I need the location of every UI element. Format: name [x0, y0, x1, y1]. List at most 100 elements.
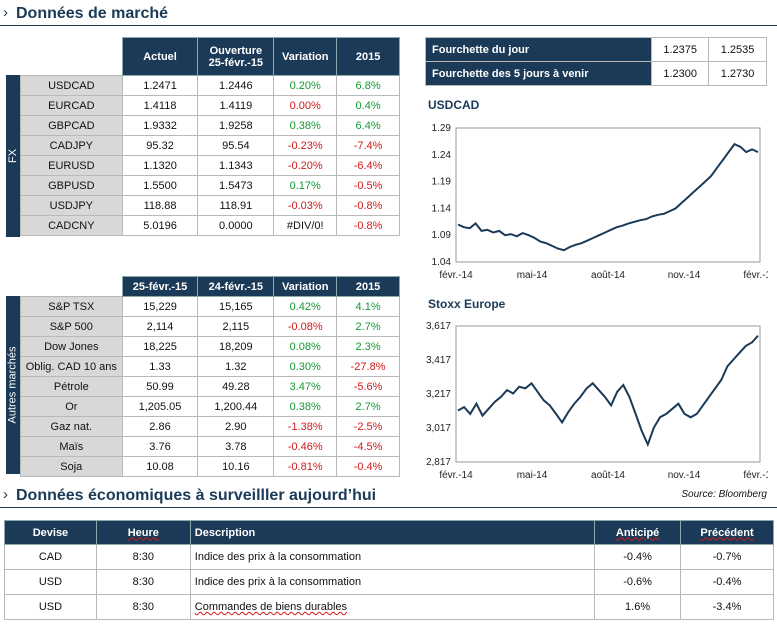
fx-ytd: 0.4%: [336, 95, 400, 116]
stoxx-y-tick: 3,217: [426, 389, 451, 400]
market-row: Maïs 3.76 3.78 -0.46% -4.5%: [20, 436, 400, 457]
market-current-value: 1.33: [121, 356, 199, 377]
stoxx-x-tick: mai-14: [517, 470, 548, 481]
fx-ytd: -0.8%: [336, 215, 400, 236]
fx-current-value: 1.5500: [121, 175, 199, 196]
market-ytd: 2.7%: [336, 396, 400, 417]
range-low: 1.2300: [651, 61, 710, 86]
stoxx-x-tick: févr.-14: [439, 470, 473, 481]
fx-open-value: 1.4119: [197, 95, 275, 116]
fx-ytd: 6.8%: [336, 75, 400, 96]
usdcad-x-tick: févr.-15: [743, 270, 768, 281]
market-prev-value: 1.32: [197, 356, 275, 377]
fx-instrument-name: CADCNY: [20, 215, 123, 236]
fx-current-value: 118.88: [121, 195, 199, 216]
market-current-value: 3.76: [121, 436, 199, 457]
fx-row: GBPCAD 1.9332 1.9258 0.38% 6.4%: [20, 115, 400, 136]
market-ytd: -5.6%: [336, 376, 400, 397]
other-header-current: 25-févr.-15: [121, 276, 199, 297]
chevron-right-icon: ›: [3, 486, 8, 503]
stoxx-y-tick: 3,617: [426, 321, 451, 332]
range-high: 1.2535: [708, 37, 767, 62]
fx-instrument-name: USDCAD: [20, 75, 123, 96]
stoxx-y-tick: 3,417: [426, 355, 451, 366]
market-variation: 0.30%: [273, 356, 338, 377]
usdcad-y-tick: 1.14: [432, 203, 452, 214]
stoxx-x-tick: août-14: [591, 470, 625, 481]
fx-row: CADJPY 95.32 95.54 -0.23% -7.4%: [20, 135, 400, 156]
eco-time: 8:30: [96, 594, 191, 620]
market-name: S&P TSX: [20, 296, 123, 317]
fx-open-value: 118.91: [197, 195, 275, 216]
eco-header-description: Description: [189, 520, 596, 545]
range-row: Fourchette du jour 1.2375 1.2535: [424, 37, 767, 62]
range-row: Fourchette des 5 jours à venir 1.2300 1.27…: [424, 61, 767, 86]
market-row: Gaz nat. 2.86 2.90 -1.38% -2.5%: [20, 416, 400, 437]
market-ytd: -27.8%: [336, 356, 400, 377]
market-variation: -1.38%: [273, 416, 338, 437]
eco-expected: -0.4%: [594, 544, 682, 570]
market-current-value: 10.08: [121, 456, 199, 477]
market-prev-value: 1,200.44: [197, 396, 275, 417]
fx-header-variation: Variation: [273, 37, 338, 76]
market-ytd: 4.1%: [336, 296, 400, 317]
usdcad-x-tick: févr.-14: [439, 270, 473, 281]
fx-variation: 0.38%: [273, 115, 338, 136]
market-prev-value: 18,209: [197, 336, 275, 357]
eco-description: Commandes de biens durables: [190, 594, 596, 620]
fx-row: GBPUSD 1.5500 1.5473 0.17% -0.5%: [20, 175, 400, 196]
market-name: Oblig. CAD 10 ans: [20, 356, 123, 377]
market-variation: 3.47%: [273, 376, 338, 397]
market-prev-value: 49.28: [197, 376, 275, 397]
market-row: Dow Jones 18,225 18,209 0.08% 2.3%: [20, 336, 400, 357]
market-prev-value: 3.78: [197, 436, 275, 457]
eco-row: USD 8:30 Commandes de biens durables 1.6% -3…: [4, 594, 774, 620]
usdcad-y-tick: 1.19: [432, 177, 452, 188]
market-name: Maïs: [20, 436, 123, 457]
usdcad-y-tick: 1.09: [432, 230, 452, 241]
eco-time: 8:30: [96, 544, 191, 570]
fx-row: USDCAD 1.2471 1.2446 0.20% 6.8%: [20, 75, 400, 96]
chevron-right-icon: ›: [3, 4, 8, 21]
other-header-variation: Variation: [273, 276, 338, 297]
stoxx-y-tick: 3,017: [426, 423, 451, 434]
fx-instrument-name: USDJPY: [20, 195, 123, 216]
fx-open-value: 1.1343: [197, 155, 275, 176]
market-prev-value: 2,115: [197, 316, 275, 337]
market-name: S&P 500: [20, 316, 123, 337]
market-variation: 0.38%: [273, 396, 338, 417]
fx-variation: 0.17%: [273, 175, 338, 196]
eco-row: CAD 8:30 Indice des prix à la consommation…: [4, 544, 774, 570]
fx-variation: -0.03%: [273, 195, 338, 216]
fx-row: USDJPY 118.88 118.91 -0.03% -0.8%: [20, 195, 400, 216]
market-ytd: 2.3%: [336, 336, 400, 357]
eco-expected: 1.6%: [594, 594, 682, 620]
fx-variation: 0.20%: [273, 75, 338, 96]
other-header-prev: 24-févr.-15: [197, 276, 275, 297]
market-row: Pétrole 50.99 49.28 3.47% -5.6%: [20, 376, 400, 397]
stoxx-series-line: [457, 335, 759, 448]
stoxx-chart: 3,617 3,417 3,217 3,017 2,817 févr.-14 mai-14 a…: [426, 321, 768, 481]
market-current-value: 2,114: [121, 316, 199, 337]
market-variation: 0.42%: [273, 296, 338, 317]
eco-description: Indice des prix à la consommation: [190, 569, 596, 595]
usdcad-y-tick: 1.24: [432, 150, 452, 161]
stoxx-x-tick: févr.-15: [743, 470, 768, 481]
fx-open-value: 1.5473: [197, 175, 275, 196]
other-corner: [20, 276, 123, 297]
market-ytd: -4.5%: [336, 436, 400, 457]
fx-instrument-name: GBPUSD: [20, 175, 123, 196]
other-side-label: Autres marchés: [6, 296, 20, 474]
stoxx-plot-area: [455, 325, 761, 463]
stoxx-y-tick: 2,817: [426, 457, 451, 468]
fx-variation: #DIV/0!: [273, 215, 338, 236]
market-current-value: 1,205.05: [121, 396, 199, 417]
eco-previous: -3.4%: [680, 594, 774, 620]
eco-header-time: Heure: [95, 520, 191, 545]
fx-row: EURCAD 1.4118 1.4119 0.00% 0.4%: [20, 95, 400, 116]
eco-section-title: Données économiques à surveilller aujour…: [16, 487, 377, 504]
fx-table: Actuel Ouverture 25-févr.-15 Variation 20…: [20, 37, 400, 236]
market-name: Soja: [20, 456, 123, 477]
fx-ytd: -6.4%: [336, 155, 400, 176]
market-name: Gaz nat.: [20, 416, 123, 437]
